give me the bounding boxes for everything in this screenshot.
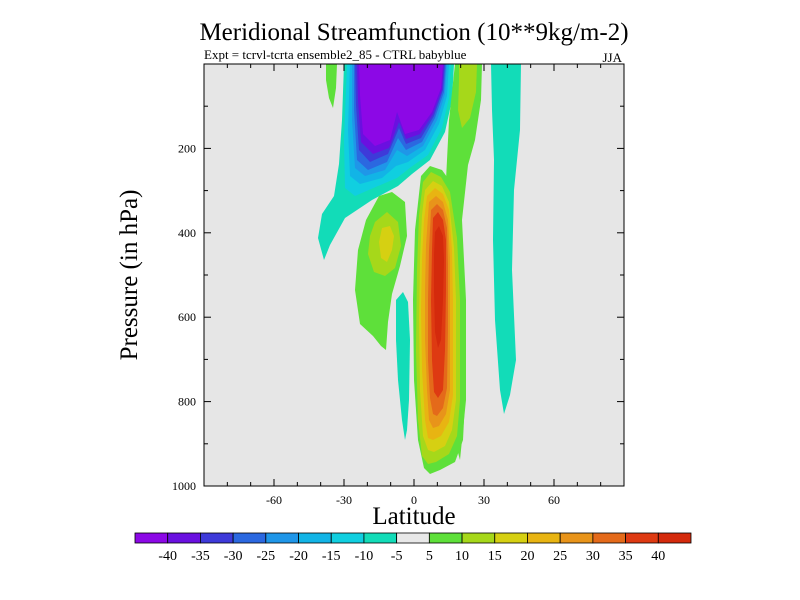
colorbar-label: -40: [158, 549, 177, 564]
y-tick-label: 400: [178, 226, 196, 240]
colorbar-swatch: [265, 532, 299, 544]
colorbar-label: 35: [619, 549, 633, 564]
x-tick-label: -60: [266, 493, 282, 507]
colorbar-swatch: [592, 532, 626, 544]
contour-main-positive-level-40: [434, 226, 444, 348]
colorbar-swatch: [298, 532, 332, 544]
y-axis: 200 400 600 800 1000: [172, 105, 624, 493]
colorbar-swatch: [461, 532, 496, 544]
colorbar-label: -35: [191, 549, 210, 564]
colorbar-label: 15: [488, 549, 502, 564]
colorbar-swatch: [330, 532, 365, 544]
colorbar-label: 40: [651, 549, 665, 564]
colorbar-label: -30: [224, 549, 243, 564]
y-axis-label: Pressure (in hPa): [116, 190, 143, 361]
colorbar-label: -25: [256, 549, 275, 564]
x-tick-label: 30: [478, 493, 490, 507]
x-tick-label: 60: [548, 493, 560, 507]
colorbar-swatch: [625, 532, 659, 544]
contour-field: [318, 64, 521, 474]
y-tick-label: 800: [178, 395, 196, 409]
contour-narrow-band-level-10: [458, 64, 477, 128]
colorbar-label: -10: [355, 549, 374, 564]
colorbar-label: 5: [426, 549, 433, 564]
colorbar-label: 25: [553, 549, 567, 564]
colorbar-swatch: [167, 532, 201, 544]
x-tick-label: 0: [411, 493, 417, 507]
colorbar: -40 -35 -30 -25 -20 -15 -10 -5 5 10 15 20 25 30 35 40: [134, 532, 692, 564]
colorbar-label: -15: [322, 549, 341, 564]
colorbar-swatch: [494, 532, 528, 544]
colorbar-swatch: [559, 532, 594, 544]
contour-negative-cell-level-minus40: [359, 64, 443, 146]
x-tick-label: -30: [336, 493, 352, 507]
contour-small-green-patch: [326, 64, 337, 108]
colorbar-swatch: [200, 532, 234, 544]
contour-lower-negative-lobe: [396, 292, 410, 440]
colorbar-swatch: [428, 532, 463, 544]
colorbar-label: 10: [455, 549, 469, 564]
colorbar-label: 20: [520, 549, 534, 564]
contour-secondary-cell-level-15: [379, 226, 394, 262]
colorbar-swatch: [657, 532, 692, 544]
colorbar-swatch: [396, 532, 430, 544]
x-axis-label: Latitude: [372, 503, 455, 530]
y-tick-label: 600: [178, 310, 196, 324]
contour-weak-negative-band: [491, 64, 521, 414]
chart-title: Meridional Streamfunction (10**9kg/m-2): [199, 19, 628, 46]
season-label: JJA: [602, 50, 622, 65]
colorbar-swatch: [363, 532, 398, 544]
chart-subtitle: Expt = tcrvl-tcrta ensemble2_85 - CTRL b…: [204, 47, 467, 62]
colorbar-swatch: [232, 532, 267, 544]
colorbar-swatch: [134, 532, 169, 544]
colorbar-label: -5: [391, 549, 403, 564]
colorbar-swatch: [527, 532, 561, 544]
y-tick-label: 1000: [172, 479, 196, 493]
colorbar-label: -20: [289, 549, 308, 564]
colorbar-label: 30: [586, 549, 600, 564]
y-tick-label: 200: [178, 141, 196, 155]
x-axis: -60 -30 0 30 60: [203, 64, 625, 507]
